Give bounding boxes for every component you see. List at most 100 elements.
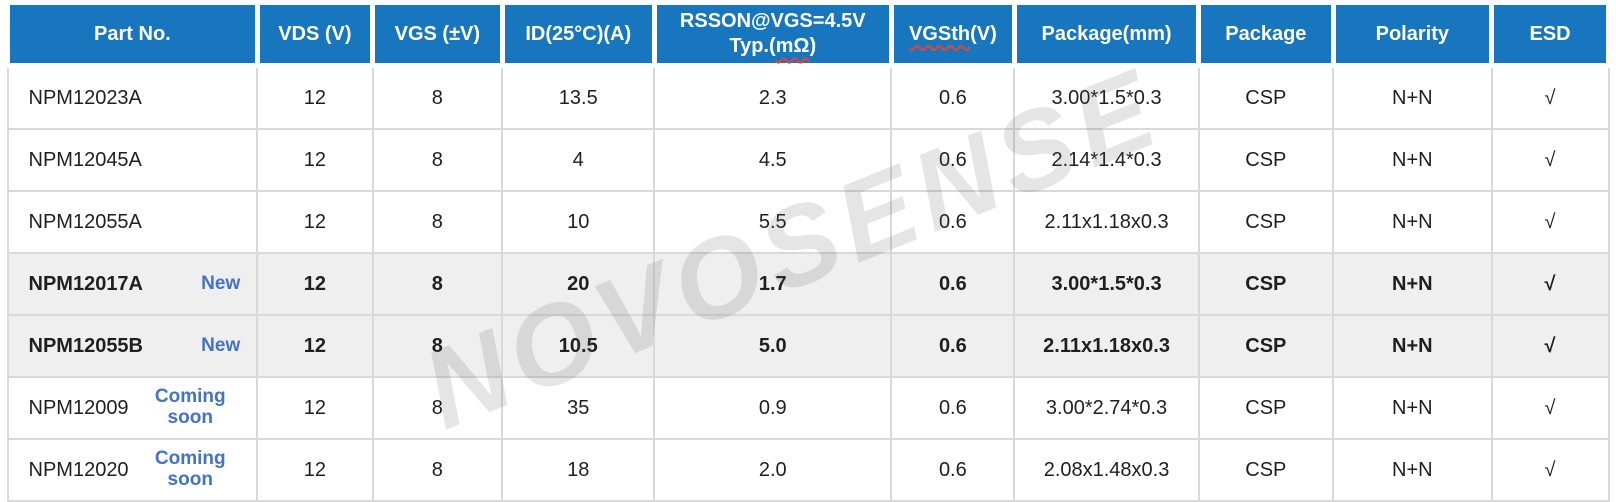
cell-id25: 35 <box>501 376 656 440</box>
cell-polarity: N+N <box>1332 438 1493 502</box>
cell-vgs: 8 <box>371 438 504 502</box>
cell-vds: 12 <box>256 376 374 440</box>
cell-pkg: CSP <box>1197 252 1335 316</box>
cell-vds: 12 <box>256 64 374 130</box>
table-row: NPM12017A New 12 8 20 1.7 0.6 3.00*1.5*0.3 CSP N+… <box>6 252 1610 316</box>
cell-esd: √ <box>1490 252 1610 316</box>
cell-rsson: 0.9 <box>653 376 893 440</box>
cell-rsson: 1.7 <box>653 252 893 316</box>
status-tag: New <box>201 334 241 356</box>
cell-rsson: 2.3 <box>653 64 893 130</box>
cell-vgsth: 0.6 <box>890 252 1016 316</box>
cell-rsson: 5.0 <box>653 314 893 378</box>
cell-pkg: CSP <box>1197 314 1335 378</box>
cell-part: NPM12020 Coming soon <box>6 438 259 502</box>
status-tag: New <box>201 272 241 294</box>
cell-polarity: N+N <box>1332 190 1493 254</box>
cell-id25: 18 <box>501 438 656 502</box>
cell-id25: 4 <box>501 128 656 192</box>
cell-rsson: 2.0 <box>653 438 893 502</box>
cell-polarity: N+N <box>1332 252 1493 316</box>
cell-pkgmm: 3.00*1.5*0.3 <box>1013 252 1200 316</box>
header-row: Part No. VDS (V) VGS (±V) ID(25°C)(A) RSSON@… <box>5 5 1611 68</box>
cell-pkg: CSP <box>1197 128 1335 192</box>
part-number: NPM12045A <box>28 148 142 171</box>
cell-vgs: 8 <box>371 376 504 440</box>
cell-pkgmm: 2.11x1.18x0.3 <box>1013 190 1200 254</box>
table-row: NPM12045A 12 8 4 4.5 0.6 2.14*1.4*0.3 CSP N+N √ <box>6 128 1610 192</box>
table-row: NPM12023A 12 8 13.5 2.3 0.6 3.00*1.5*0.3 CSP N+N… <box>6 64 1610 130</box>
column-header-rsson: RSSON@VGS=4.5V Typ.(mΩ) <box>651 5 894 68</box>
table-row: NPM12020 Coming soon 12 8 18 2.0 0.6 2.08x1.48x… <box>6 438 1610 502</box>
cell-rsson: 4.5 <box>653 128 893 192</box>
column-header-vds: VDS (V) <box>254 5 376 68</box>
cell-pkg: CSP <box>1197 438 1335 502</box>
cell-vgsth: 0.6 <box>890 376 1016 440</box>
cell-polarity: N+N <box>1332 64 1493 130</box>
cell-id25: 20 <box>501 252 656 316</box>
cell-vds: 12 <box>256 128 374 192</box>
cell-polarity: N+N <box>1332 376 1493 440</box>
cell-pkg: CSP <box>1197 64 1335 130</box>
cell-vds: 12 <box>256 252 374 316</box>
cell-pkgmm: 2.14*1.4*0.3 <box>1013 128 1200 192</box>
cell-polarity: N+N <box>1332 314 1493 378</box>
cell-pkgmm: 2.11x1.18x0.3 <box>1013 314 1200 378</box>
cell-rsson: 5.5 <box>653 190 893 254</box>
column-header-vgsth: VGSth(V) <box>888 5 1017 68</box>
cell-part: NPM12045A <box>6 128 259 192</box>
column-header-pkgmm: Package(mm) <box>1011 5 1202 68</box>
cell-vgsth: 0.6 <box>890 438 1016 502</box>
cell-vgs: 8 <box>371 190 504 254</box>
cell-pkgmm: 2.08x1.48x0.3 <box>1013 438 1200 502</box>
cell-vgsth: 0.6 <box>890 190 1016 254</box>
cell-id25: 10 <box>501 190 656 254</box>
cell-pkgmm: 3.00*1.5*0.3 <box>1013 64 1200 130</box>
cell-vgs: 8 <box>371 314 504 378</box>
status-tag: Coming soon <box>154 448 226 490</box>
part-number: NPM12009 <box>28 396 129 419</box>
parts-table-container: Part No. VDS (V) VGS (±V) ID(25°C)(A) RSSON@… <box>5 5 1611 502</box>
cell-pkg: CSP <box>1197 376 1335 440</box>
cell-esd: √ <box>1490 314 1610 378</box>
cell-esd: √ <box>1490 128 1610 192</box>
cell-part: NPM12009 Coming soon <box>6 376 259 440</box>
cell-part: NPM12017A New <box>6 252 259 316</box>
column-header-pkg: Package <box>1196 5 1336 68</box>
cell-esd: √ <box>1490 64 1610 130</box>
part-number: NPM12055A <box>28 210 142 233</box>
column-header-polarity: Polarity <box>1330 5 1495 68</box>
cell-vgs: 8 <box>371 64 504 130</box>
cell-vgs: 8 <box>371 128 504 192</box>
status-tag: Coming soon <box>154 386 226 428</box>
cell-part: NPM12023A <box>6 64 259 130</box>
cell-polarity: N+N <box>1332 128 1493 192</box>
table-row: NPM12055B New 12 8 10.5 5.0 0.6 2.11x1.18x0.3 CS… <box>6 314 1610 378</box>
cell-id25: 13.5 <box>501 64 656 130</box>
cell-vds: 12 <box>256 190 374 254</box>
cell-vds: 12 <box>256 314 374 378</box>
cell-part: NPM12055B New <box>6 314 259 378</box>
cell-vgsth: 0.6 <box>890 128 1016 192</box>
column-header-part: Part No. <box>5 5 260 68</box>
cell-vgsth: 0.6 <box>890 314 1016 378</box>
table-row: NPM12009 Coming soon 12 8 35 0.9 0.6 3.00*2.74*… <box>6 376 1610 440</box>
cell-esd: √ <box>1490 190 1610 254</box>
cell-vgsth: 0.6 <box>890 64 1016 130</box>
cell-esd: √ <box>1490 376 1610 440</box>
cell-esd: √ <box>1490 438 1610 502</box>
cell-vds: 12 <box>256 438 374 502</box>
cell-id25: 10.5 <box>501 314 656 378</box>
cell-part: NPM12055A <box>6 190 259 254</box>
part-number: NPM12023A <box>28 86 142 109</box>
part-number: NPM12020 <box>28 458 129 481</box>
parts-table: Part No. VDS (V) VGS (±V) ID(25°C)(A) RSSON@… <box>5 5 1611 502</box>
cell-pkg: CSP <box>1197 190 1335 254</box>
column-header-esd: ESD <box>1489 5 1611 68</box>
part-number: NPM12017A <box>28 272 144 295</box>
column-header-vgs: VGS (±V) <box>370 5 505 68</box>
cell-pkgmm: 3.00*2.74*0.3 <box>1013 376 1200 440</box>
column-header-id25: ID(25°C)(A) <box>499 5 657 68</box>
table-row: NPM12055A 12 8 10 5.5 0.6 2.11x1.18x0.3 CSP N+N √ <box>6 190 1610 254</box>
part-number: NPM12055B <box>28 334 144 357</box>
